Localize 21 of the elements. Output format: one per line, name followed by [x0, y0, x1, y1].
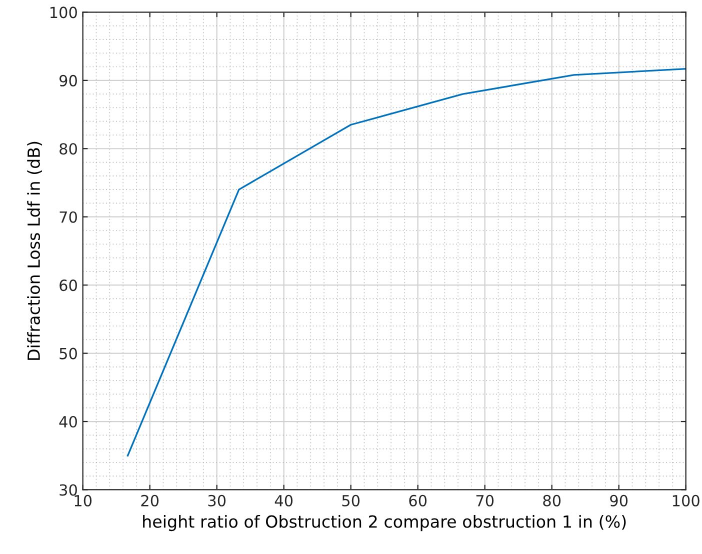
- x-tick-label: 60: [409, 494, 427, 506]
- y-tick-label: 60: [60, 280, 77, 292]
- x-tick-label: 100: [672, 494, 700, 506]
- y-tick-label: 40: [59, 416, 77, 428]
- y-tick-label: 80: [60, 143, 77, 155]
- line-series: [126, 68, 686, 456]
- x-tick-label: 80: [543, 494, 561, 506]
- x-tick-label: 90: [610, 494, 628, 506]
- y-tick-label: 30: [60, 484, 77, 496]
- x-tick-label: 40: [274, 494, 293, 506]
- y-tick-label: 100: [50, 6, 77, 18]
- x-tick-label: 70: [476, 494, 494, 506]
- y-tick-label: 90: [59, 74, 77, 86]
- y-axis-title: Diffraction Loss Ldf in (dB): [27, 142, 42, 360]
- x-axis-title: height ratio of Obstruction 2 compare obstruction 1 in (%): [143, 514, 626, 532]
- x-tick-label: 30: [208, 494, 226, 506]
- y-tick-label: 70: [60, 211, 77, 223]
- x-tick-label: 10: [74, 494, 92, 506]
- y-tick-label: 50: [60, 348, 77, 360]
- x-tick-label: 20: [141, 494, 159, 506]
- x-tick-label: 50: [342, 494, 360, 506]
